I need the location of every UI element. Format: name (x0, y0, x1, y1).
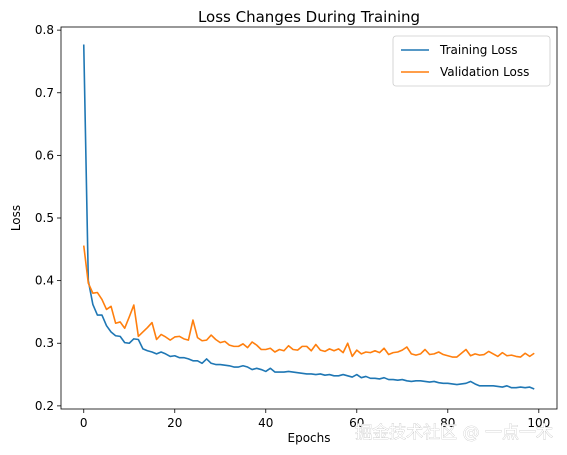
y-tick-label: 0.4 (35, 274, 54, 288)
series-line-2 (82, 245, 535, 358)
legend-box (392, 35, 551, 87)
x-tick-label: 40 (258, 416, 273, 430)
y-tick-label: 0.7 (35, 86, 54, 100)
x-tick-label: 100 (527, 416, 550, 430)
y-tick-label: 0.3 (35, 336, 54, 350)
watermark-text: 掘金技术社区 @ 一点一木 (355, 423, 553, 443)
x-axis-ticks: 0 20 40 60 80 100 (80, 409, 550, 430)
legend: Training Loss Validation Loss (392, 35, 551, 87)
y-tick-label: 0.5 (35, 211, 54, 225)
x-tick-label: 60 (349, 416, 364, 430)
y-tick-label: 0.2 (35, 399, 54, 413)
series-line-1 (82, 44, 535, 390)
legend-label: Training Loss (439, 43, 517, 57)
y-axis-label: Loss (9, 205, 23, 231)
legend-label: Validation Loss (440, 65, 529, 79)
y-tick-label: 0.6 (35, 148, 54, 162)
chart-title: Loss Changes During Training (198, 8, 420, 26)
x-tick-label: 80 (440, 416, 455, 430)
x-tick-label: 20 (167, 416, 182, 430)
y-tick-label: 0.8 (35, 23, 54, 37)
series-layer (82, 44, 535, 390)
x-tick-label: 0 (80, 416, 88, 430)
x-axis-label: Epochs (288, 431, 331, 445)
y-axis-ticks: 0.2 0.3 0.4 0.5 0.6 0.7 0.8 (35, 23, 61, 413)
